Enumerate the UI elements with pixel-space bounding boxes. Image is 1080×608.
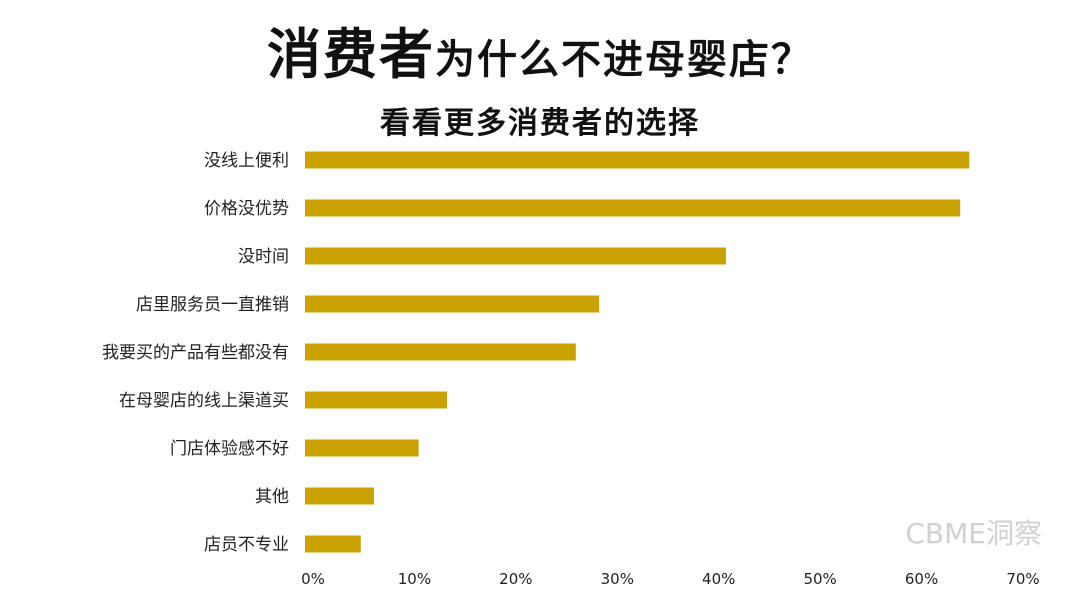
chart-title: 消费者为什么不进母婴店？ xyxy=(0,10,1080,89)
bar-4 xyxy=(305,343,576,361)
category-label-1: 价格没优势 xyxy=(204,199,289,219)
bar-7 xyxy=(305,487,374,505)
watermark: CBME洞察 xyxy=(905,517,1042,550)
x-tick-label-0: 0% xyxy=(301,570,325,588)
title-main: 消费者 xyxy=(267,23,435,86)
bar-2 xyxy=(305,247,726,265)
category-label-8: 店员不专业 xyxy=(204,535,289,555)
chart-subtitle: 看看更多消费者的选择 xyxy=(380,106,700,141)
x-tick-label-4: 40% xyxy=(702,570,735,588)
x-tick-label-5: 50% xyxy=(803,570,836,588)
category-label-2: 没时间 xyxy=(238,247,289,267)
bar-6 xyxy=(305,439,419,457)
category-label-7: 其他 xyxy=(255,487,289,507)
title-rest: 为什么不进母婴店？ xyxy=(435,37,813,83)
bar-1 xyxy=(305,199,961,217)
x-tick-label-1: 10% xyxy=(398,570,431,588)
bar-5 xyxy=(305,391,447,409)
category-label-0: 没线上便利 xyxy=(204,151,289,171)
bar-8 xyxy=(305,535,361,553)
category-label-6: 门店体验感不好 xyxy=(170,439,289,459)
bar-3 xyxy=(305,295,600,313)
x-tick-label-7: 70% xyxy=(1006,570,1039,588)
x-tick-label-3: 30% xyxy=(601,570,634,588)
bar-0 xyxy=(305,151,970,169)
x-tick-label-2: 20% xyxy=(499,570,532,588)
x-tick-label-6: 60% xyxy=(905,570,938,588)
category-label-4: 我要买的产品有些都没有 xyxy=(102,343,289,363)
category-label-3: 店里服务员一直推销 xyxy=(136,295,289,315)
category-label-5: 在母婴店的线上渠道买 xyxy=(119,391,289,411)
